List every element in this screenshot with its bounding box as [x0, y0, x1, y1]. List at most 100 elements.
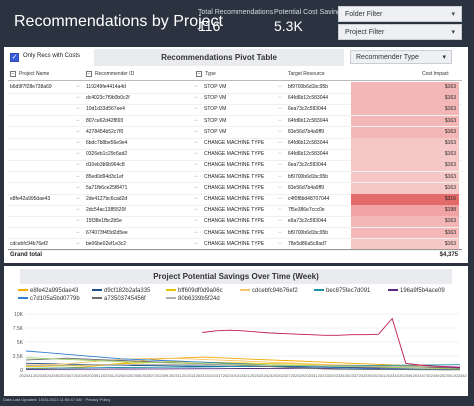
collapse-icon[interactable]: − — [76, 128, 80, 135]
series-line — [25, 357, 461, 370]
collapse-icon[interactable]: − — [278, 240, 282, 247]
collapse-icon[interactable]: − — [194, 117, 198, 124]
series-line — [26, 367, 461, 370]
legend-swatch — [92, 289, 102, 292]
legend-item[interactable]: cdcebfc94b76ef2 — [240, 288, 298, 294]
kpi-label: Total Recommendations — [198, 9, 274, 16]
cell-target-resource: 64fd6b12c583044 — [288, 95, 329, 102]
legend-item[interactable]: 196a9f5b4ace09 — [388, 288, 445, 294]
collapse-icon[interactable]: − — [76, 207, 80, 214]
collapse-icon[interactable]: − — [76, 84, 80, 90]
legend-item[interactable]: d9cf182b2afa335 — [92, 288, 150, 294]
table-row: −15f38e1fbc2b5e − CHANGE MACHINE TYPE − e6a7… — [8, 216, 462, 228]
collapse-icon[interactable]: − — [194, 218, 198, 225]
collapse-icon[interactable]: − — [278, 229, 282, 236]
collapse-icon[interactable]: − — [76, 106, 80, 113]
legend-item[interactable]: c7d105a5bd0779b — [18, 296, 80, 302]
cell-recommender-id: be06be02ef1e3c2 — [86, 240, 127, 247]
legend-label: a73503745456f — [104, 296, 146, 302]
collapse-icon[interactable]: − — [76, 184, 80, 191]
collapse-icon[interactable]: − — [194, 173, 198, 180]
legend-label: c7d105a5bd0779b — [30, 296, 80, 302]
collapse-icon[interactable]: − — [194, 240, 198, 247]
collapse-icon[interactable]: − — [194, 128, 198, 135]
collapse-icon[interactable]: − — [278, 151, 282, 158]
collapse-icon[interactable]: − — [194, 229, 198, 236]
cell-recommender-id: 0326eb1c29c6ad2 — [86, 151, 128, 158]
only-recs-with-costs-checkbox[interactable]: ✓ — [10, 53, 19, 62]
legend-swatch — [388, 289, 398, 292]
collapse-icon[interactable]: − — [278, 184, 282, 191]
page-title: Recommendations by Project — [14, 13, 223, 30]
collapse-icon[interactable]: − — [194, 140, 198, 146]
cell-cost-impact: $163 — [351, 138, 459, 149]
x-tick-label: 202343 — [386, 373, 400, 378]
recommender-type-dropdown[interactable]: Recommender Type ▾ — [350, 50, 452, 64]
collapse-icon[interactable]: − — [278, 162, 282, 169]
cell-cost-impact: $316 — [351, 194, 459, 205]
collapse-icon[interactable]: − — [76, 218, 80, 225]
col-header-project[interactable]: − Project Name — [10, 70, 50, 77]
project-filter-dropdown[interactable]: Project Filter ▾ — [338, 24, 462, 40]
cell-recommender-id: 807ce62d42f893 — [86, 117, 124, 124]
collapse-icon[interactable]: − — [194, 162, 198, 169]
legend-item[interactable]: e8fe42a995dae43 — [18, 288, 78, 294]
col-header-cost-impact[interactable]: Cost Impact — [422, 71, 449, 77]
collapse-icon[interactable]: − — [278, 140, 282, 146]
legend-item[interactable]: bec875fec7d091 — [314, 288, 370, 294]
chevron-down-icon: ▾ — [442, 54, 446, 61]
collapse-icon[interactable]: − — [76, 240, 80, 247]
collapse-icon[interactable]: − — [278, 84, 282, 90]
collapse-icon[interactable]: − — [76, 117, 80, 124]
legend-label: d9cf182b2afa335 — [104, 288, 151, 294]
x-tick-label: 202317 — [209, 373, 223, 378]
collapse-icon[interactable]: − — [194, 106, 198, 113]
legend-item[interactable]: bff609df0d9a06c — [166, 288, 223, 294]
collapse-icon[interactable]: − — [86, 70, 92, 77]
collapse-icon[interactable]: − — [76, 229, 80, 236]
collapse-icon[interactable]: − — [278, 196, 282, 202]
collapse-icon[interactable]: − — [76, 140, 80, 146]
cell-recommender-id: d10eb3b6b964c8 — [86, 162, 125, 169]
collapse-icon[interactable]: − — [76, 151, 80, 158]
collapse-icon[interactable]: − — [278, 128, 282, 135]
folder-filter-dropdown[interactable]: Folder Filter ▾ — [338, 6, 462, 22]
x-tick-label: 202349 — [74, 373, 88, 378]
collapse-icon[interactable]: − — [194, 196, 198, 202]
legend-swatch — [166, 289, 176, 292]
collapse-icon[interactable]: − — [278, 95, 282, 102]
collapse-icon[interactable]: − — [278, 173, 282, 180]
collapse-icon[interactable]: − — [194, 151, 198, 158]
collapse-icon[interactable]: − — [194, 84, 198, 90]
col-header-type[interactable]: − Type — [196, 70, 216, 77]
collapse-icon[interactable]: − — [76, 95, 80, 102]
collapse-icon[interactable]: − — [278, 218, 282, 225]
cell-type: CHANGE MACHINE TYPE — [204, 151, 265, 158]
collapse-icon[interactable]: − — [76, 162, 80, 169]
cell-cost-impact: $163 — [351, 104, 459, 116]
collapse-icon[interactable]: − — [196, 70, 202, 77]
cell-cost-impact: $163 — [351, 216, 459, 228]
row-divider — [8, 238, 462, 240]
collapse-icon[interactable]: − — [194, 184, 198, 191]
table-row: −4278454b52c7f0− STOP VM −83e56d7b4a9ff9 $1… — [8, 126, 462, 138]
x-tick-label: 202351 — [440, 373, 454, 378]
privacy-policy-link[interactable]: Privacy Policy — [85, 397, 111, 402]
collapse-icon[interactable]: − — [194, 95, 198, 102]
legend-item[interactable]: 80b6339b5f24d — [166, 296, 220, 302]
kpi-potential-cost-savings: Potential Cost Savings 5.3K — [274, 9, 344, 34]
legend-item[interactable]: a73503745456f — [92, 296, 146, 302]
col-header-recommender-id[interactable]: − Recommender ID — [86, 70, 135, 77]
collapse-icon[interactable]: − — [194, 207, 198, 214]
collapse-icon[interactable]: − — [278, 207, 282, 214]
cell-type: CHANGE MACHINE TYPE — [204, 240, 265, 247]
cell-recommender-id: 15f38e1fbc2b5e — [86, 218, 122, 225]
pivot-panel: ✓ Only Recs with Costs Recommendations P… — [4, 47, 468, 263]
collapse-icon[interactable]: − — [10, 70, 16, 77]
recommender-type-label: Recommender Type — [356, 54, 419, 61]
collapse-icon[interactable]: − — [278, 117, 282, 124]
x-tick-label: 202351 — [87, 373, 101, 378]
collapse-icon[interactable]: − — [76, 173, 80, 180]
collapse-icon[interactable]: − — [76, 196, 80, 202]
collapse-icon[interactable]: − — [278, 106, 282, 113]
